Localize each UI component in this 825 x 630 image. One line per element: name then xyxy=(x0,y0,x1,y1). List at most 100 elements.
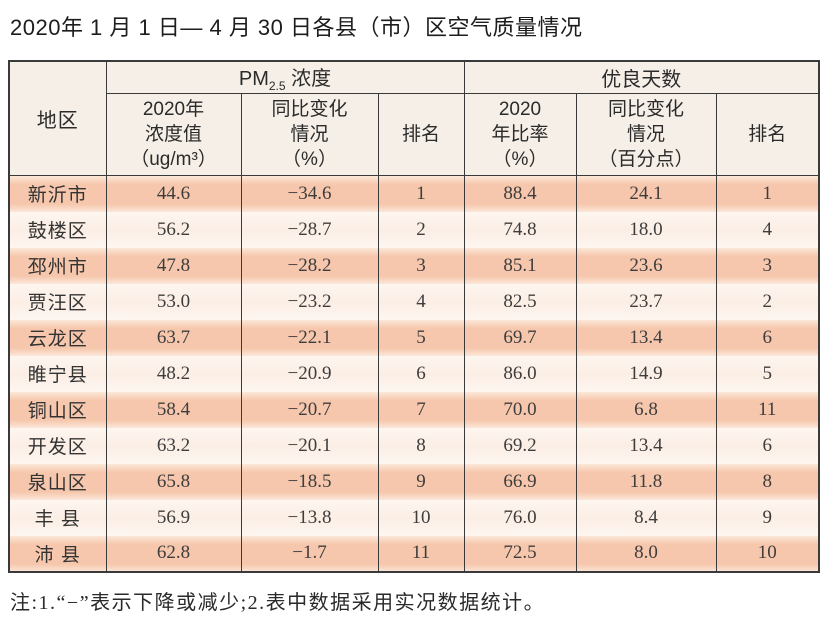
table-row: 开发区 63.2 −20.1 8 69.2 13.4 6 xyxy=(8,427,820,464)
cell-pm25-change: −18.5 xyxy=(240,463,379,500)
cell-region: 开发区 xyxy=(8,427,107,464)
col-header-region: 地区 xyxy=(8,61,107,176)
cell-pm25-change: −20.7 xyxy=(240,391,379,428)
cell-pm25-rank: 8 xyxy=(377,427,465,464)
cell-pm25-value: 56.9 xyxy=(105,499,242,536)
cell-region: 云龙区 xyxy=(8,319,107,356)
cell-good-ratio: 82.5 xyxy=(463,283,577,320)
cell-good-ratio: 85.1 xyxy=(463,247,577,284)
cell-good-change: 11.8 xyxy=(575,463,717,500)
cell-pm25-rank: 2 xyxy=(377,211,465,248)
cell-good-change: 6.8 xyxy=(575,391,717,428)
col-header-good-change: 同比变化 情况 （百分点） xyxy=(575,93,717,176)
cell-pm25-change: −22.1 xyxy=(240,319,379,356)
cell-good-change: 14.9 xyxy=(575,355,717,392)
cell-good-rank: 11 xyxy=(715,391,820,428)
cell-region: 邳州市 xyxy=(8,247,107,284)
cell-good-ratio: 86.0 xyxy=(463,355,577,392)
table-row: 云龙区 63.7 −22.1 5 69.7 13.4 6 xyxy=(8,319,820,356)
cell-good-ratio: 74.8 xyxy=(463,211,577,248)
cell-good-rank: 5 xyxy=(715,355,820,392)
pm25-group-label-prefix: PM xyxy=(238,68,269,90)
table-row: 泉山区 65.8 −18.5 9 66.9 11.8 8 xyxy=(8,463,820,500)
cell-pm25-rank: 1 xyxy=(377,175,465,212)
col-group-pm25: PM2.5 浓度 xyxy=(105,61,465,94)
cell-good-rank: 4 xyxy=(715,211,820,248)
cell-region: 新沂市 xyxy=(8,175,107,212)
cell-pm25-value: 53.0 xyxy=(105,283,242,320)
cell-good-ratio: 70.0 xyxy=(463,391,577,428)
cell-pm25-rank: 5 xyxy=(377,319,465,356)
cell-pm25-rank: 11 xyxy=(377,535,465,572)
cell-good-ratio: 69.2 xyxy=(463,427,577,464)
cell-good-change: 23.6 xyxy=(575,247,717,284)
table-row: 睢宁县 48.2 −20.9 6 86.0 14.9 5 xyxy=(8,355,820,392)
cell-pm25-change: −20.9 xyxy=(240,355,379,392)
cell-pm25-change: −23.2 xyxy=(240,283,379,320)
table-row: 沛 县 62.8 −1.7 11 72.5 8.0 10 xyxy=(8,535,820,572)
table-header: 地区 PM2.5 浓度 优良天数 2020年 浓度值 （ug/m³） 同比变化 … xyxy=(8,61,820,176)
header-group-row: 地区 PM2.5 浓度 优良天数 xyxy=(8,61,820,176)
cell-region: 泉山区 xyxy=(8,463,107,500)
cell-good-rank: 1 xyxy=(715,175,820,212)
col-header-pm25-rank: 排名 xyxy=(377,93,465,176)
cell-good-rank: 9 xyxy=(715,499,820,536)
table-body: 新沂市 44.6 −34.6 1 88.4 24.1 1 鼓楼区 56.2 −2… xyxy=(8,175,820,572)
cell-pm25-rank: 3 xyxy=(377,247,465,284)
pm25-group-label-suffix: 浓度 xyxy=(285,68,332,90)
cell-pm25-change: −13.8 xyxy=(240,499,379,536)
col-header-good-rank: 排名 xyxy=(715,93,820,176)
cell-good-change: 13.4 xyxy=(575,427,717,464)
cell-region: 丰 县 xyxy=(8,499,107,536)
table-row: 新沂市 44.6 −34.6 1 88.4 24.1 1 xyxy=(8,175,820,212)
table-row: 铜山区 58.4 −20.7 7 70.0 6.8 11 xyxy=(8,391,820,428)
cell-pm25-rank: 9 xyxy=(377,463,465,500)
cell-pm25-change: −1.7 xyxy=(240,535,379,572)
cell-pm25-rank: 4 xyxy=(377,283,465,320)
cell-pm25-value: 44.6 xyxy=(105,175,242,212)
cell-good-ratio: 66.9 xyxy=(463,463,577,500)
table-row: 鼓楼区 56.2 −28.7 2 74.8 18.0 4 xyxy=(8,211,820,248)
page-title: 2020年 1 月 1 日— 4 月 30 日各县（市）区空气质量情况 xyxy=(10,15,583,40)
cell-good-rank: 6 xyxy=(715,319,820,356)
cell-good-rank: 2 xyxy=(715,283,820,320)
cell-good-ratio: 76.0 xyxy=(463,499,577,536)
table-footnote: 注:1.“−”表示下降或减少;2.表中数据采用实况数据统计。 xyxy=(10,591,546,614)
cell-good-rank: 6 xyxy=(715,427,820,464)
cell-good-change: 23.7 xyxy=(575,283,717,320)
table-row: 贾汪区 53.0 −23.2 4 82.5 23.7 2 xyxy=(8,283,820,320)
cell-pm25-value: 48.2 xyxy=(105,355,242,392)
cell-pm25-rank: 10 xyxy=(377,499,465,536)
pm25-group-label-subscript: 2.5 xyxy=(268,79,286,93)
cell-pm25-value: 63.2 xyxy=(105,427,242,464)
cell-good-change: 8.0 xyxy=(575,535,717,572)
cell-region: 铜山区 xyxy=(8,391,107,428)
cell-good-change: 24.1 xyxy=(575,175,717,212)
cell-good-change: 8.4 xyxy=(575,499,717,536)
cell-good-rank: 3 xyxy=(715,247,820,284)
cell-pm25-value: 62.8 xyxy=(105,535,242,572)
table-row: 丰 县 56.9 −13.8 10 76.0 8.4 9 xyxy=(8,499,820,536)
cell-pm25-value: 63.7 xyxy=(105,319,242,356)
col-group-good-days: 优良天数 xyxy=(463,61,820,94)
cell-pm25-value: 56.2 xyxy=(105,211,242,248)
cell-region: 沛 县 xyxy=(8,535,107,572)
cell-pm25-change: −34.6 xyxy=(240,175,379,212)
cell-pm25-change: −28.2 xyxy=(240,247,379,284)
cell-pm25-rank: 6 xyxy=(377,355,465,392)
cell-good-ratio: 72.5 xyxy=(463,535,577,572)
cell-pm25-value: 47.8 xyxy=(105,247,242,284)
cell-region: 睢宁县 xyxy=(8,355,107,392)
table-row: 邳州市 47.8 −28.2 3 85.1 23.6 3 xyxy=(8,247,820,284)
cell-pm25-change: −20.1 xyxy=(240,427,379,464)
col-header-pm25-value: 2020年 浓度值 （ug/m³） xyxy=(105,93,242,176)
col-header-pm25-change: 同比变化 情况 （%） xyxy=(240,93,379,176)
cell-region: 鼓楼区 xyxy=(8,211,107,248)
cell-good-change: 13.4 xyxy=(575,319,717,356)
cell-pm25-change: −28.7 xyxy=(240,211,379,248)
cell-good-rank: 10 xyxy=(715,535,820,572)
cell-region: 贾汪区 xyxy=(8,283,107,320)
cell-good-ratio: 88.4 xyxy=(463,175,577,212)
cell-good-rank: 8 xyxy=(715,463,820,500)
cell-pm25-value: 65.8 xyxy=(105,463,242,500)
